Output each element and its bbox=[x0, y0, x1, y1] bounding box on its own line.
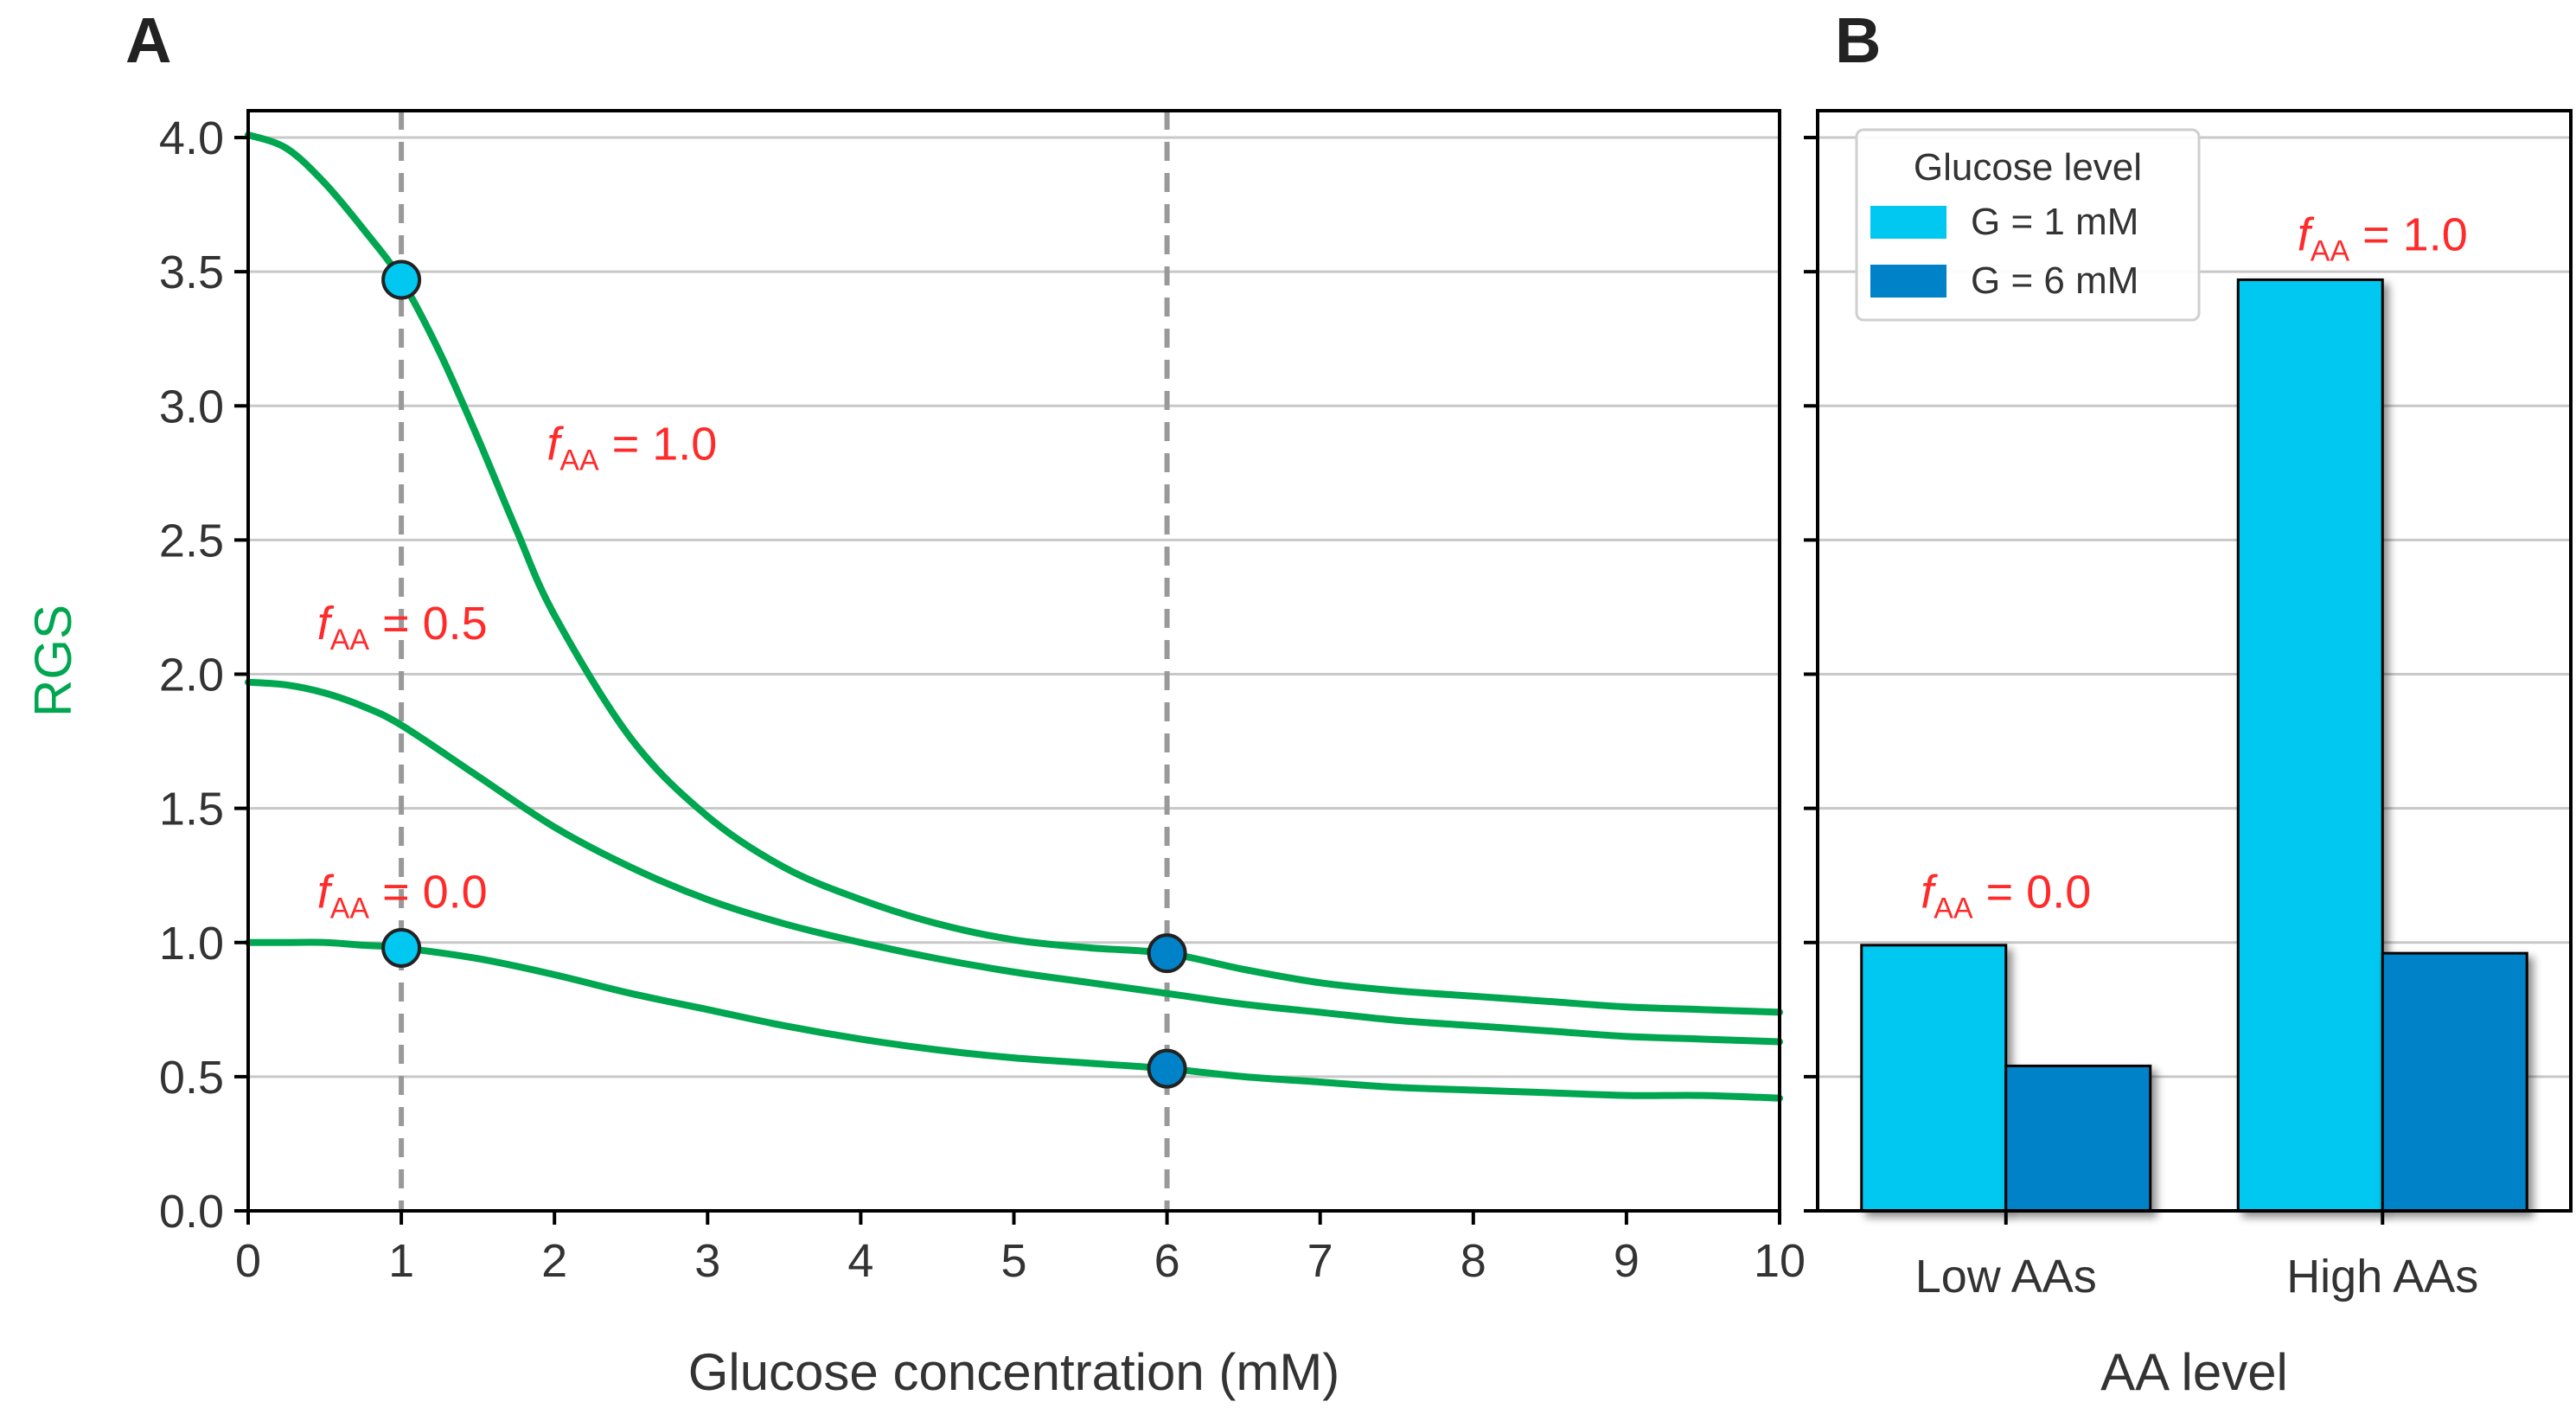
b-xtick-label-1: High AAs bbox=[2286, 1251, 2478, 1303]
a-plot-frame bbox=[246, 109, 1781, 1213]
a-marker-2 bbox=[1147, 933, 1187, 974]
a-ytick-label-1: 0.5 bbox=[159, 1052, 224, 1104]
a-ytick-label-5: 2.5 bbox=[159, 515, 224, 566]
b-legend-label-1: G = 6 mM bbox=[1971, 259, 2138, 302]
a-curve-series-1 bbox=[245, 678, 1783, 1046]
a-xtick-label-9: 9 bbox=[1614, 1235, 1640, 1287]
b-bar-high-aas-series-0 bbox=[2236, 278, 2384, 1213]
a-curve-series-2 bbox=[245, 938, 1783, 1102]
a-marker-1 bbox=[381, 927, 422, 968]
panel-a-chart: fAA = 1.0 fAA = 0.5 fAA = 0.0 0 1 2 3 4 5 6 7 8 9 10… bbox=[24, 109, 1806, 1401]
b-annotation-0: fAA = 0.0 bbox=[1921, 866, 2091, 925]
a-xtick-label-4: 4 bbox=[847, 1235, 873, 1287]
b-legend-swatch-1 bbox=[1870, 265, 1946, 298]
b-x-axis-label: AA level bbox=[2100, 1343, 2288, 1401]
a-marker-0 bbox=[381, 259, 422, 300]
a-ytick-label-3: 1.5 bbox=[159, 784, 224, 835]
b-y-ticks bbox=[1804, 136, 1818, 1213]
a-vertical-reference-lines bbox=[399, 111, 1170, 1211]
a-xtick-label-1: 1 bbox=[388, 1235, 414, 1287]
b-plot-frame bbox=[1816, 109, 2573, 1213]
a-ytick-label-6: 3.0 bbox=[159, 381, 224, 432]
panel-b-label: B bbox=[1835, 4, 1881, 76]
b-x-ticks: Low AAs High AAs bbox=[1915, 1211, 2478, 1303]
b-annotations: fAA = 0.0 fAA = 1.0 bbox=[1921, 208, 2467, 925]
a-xtick-label-0: 0 bbox=[235, 1235, 261, 1287]
b-annotation-1: fAA = 1.0 bbox=[2298, 208, 2468, 267]
a-xtick-label-6: 6 bbox=[1154, 1235, 1180, 1287]
a-curve-label-0: fAA = 1.0 bbox=[547, 418, 717, 477]
panel-a-label: A bbox=[125, 4, 171, 76]
b-xtick-label-0: Low AAs bbox=[1915, 1251, 2097, 1303]
a-x-ticks: 0 1 2 3 4 5 6 7 8 9 10 bbox=[235, 1211, 1806, 1287]
a-ytick-label-0: 0.0 bbox=[159, 1186, 224, 1238]
a-ytick-label-2: 1.0 bbox=[159, 918, 224, 970]
panel-b-chart: fAA = 0.0 fAA = 1.0 Low AAs High AAs AA le… bbox=[1804, 109, 2573, 1401]
a-xtick-label-10: 10 bbox=[1754, 1235, 1806, 1287]
a-ytick-label-7: 3.5 bbox=[159, 246, 224, 298]
b-bar-low-aas-series-0 bbox=[1860, 944, 2008, 1213]
a-ytick-label-8: 4.0 bbox=[159, 112, 224, 164]
b-legend-label-0: G = 1 mM bbox=[1971, 201, 2138, 243]
a-xtick-label-8: 8 bbox=[1461, 1235, 1486, 1287]
a-marker-3 bbox=[1147, 1048, 1187, 1089]
a-xtick-label-3: 3 bbox=[694, 1235, 720, 1287]
a-markers bbox=[381, 259, 1187, 1089]
a-y-axis-label: RGS bbox=[24, 605, 82, 717]
a-ytick-label-4: 2.0 bbox=[159, 650, 224, 701]
a-gridlines bbox=[248, 136, 1780, 1213]
a-curve-label-1: fAA = 0.5 bbox=[317, 598, 488, 656]
b-legend-title: Glucose level bbox=[1914, 146, 2142, 189]
a-curve-series-0 bbox=[245, 131, 1783, 1016]
a-xtick-label-5: 5 bbox=[1000, 1235, 1026, 1287]
a-xtick-label-7: 7 bbox=[1307, 1235, 1333, 1287]
b-bar-high-aas-series-1 bbox=[2381, 951, 2528, 1213]
b-legend: Glucose level G = 1 mM G = 6 mM bbox=[1855, 128, 2201, 322]
a-annotations: fAA = 1.0 fAA = 0.5 fAA = 0.0 bbox=[317, 418, 718, 925]
a-curve-label-2: fAA = 0.0 bbox=[317, 866, 488, 925]
a-xtick-label-2: 2 bbox=[541, 1235, 567, 1287]
b-legend-swatch-0 bbox=[1870, 206, 1946, 239]
a-x-axis-label: Glucose concentration (mM) bbox=[688, 1343, 1340, 1401]
b-bar-low-aas-series-1 bbox=[2004, 1064, 2152, 1213]
b-bars bbox=[1860, 278, 2528, 1213]
a-y-ticks: 0.0 0.5 1.0 1.5 2.0 2.5 3.0 3.5 4.0 bbox=[159, 112, 248, 1238]
